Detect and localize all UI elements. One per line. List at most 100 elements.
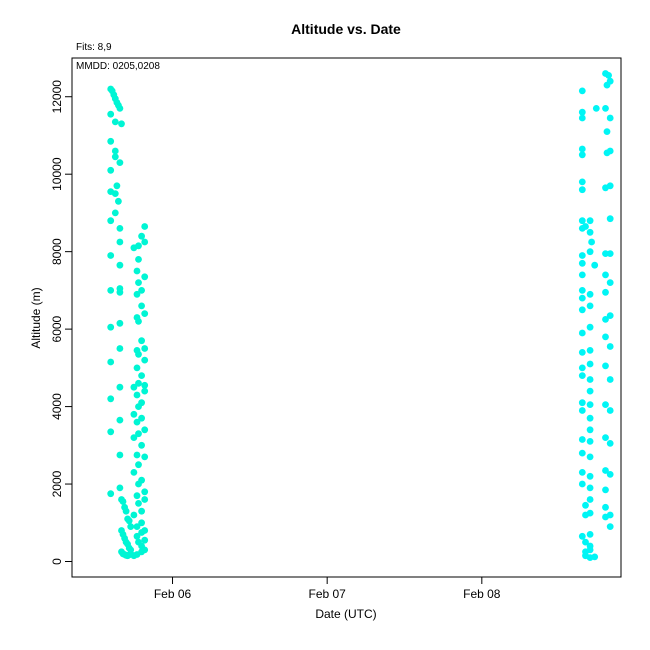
data-point [602, 503, 609, 511]
mmdd-annotation: MMDD: 0205,0208 [76, 61, 160, 72]
data-point [135, 279, 142, 286]
data-point [107, 323, 115, 331]
data-point [141, 527, 149, 534]
data-point [578, 449, 586, 457]
data-point [116, 159, 124, 167]
data-point [141, 387, 149, 395]
data-point [578, 306, 586, 314]
data-point [116, 261, 124, 269]
data-point [141, 453, 149, 461]
data-point [578, 217, 586, 225]
data-point [116, 345, 124, 352]
data-point [586, 453, 594, 461]
data-point [602, 434, 609, 441]
data-point [135, 538, 142, 546]
data-point [582, 501, 589, 509]
x-tick-label: Feb 07 [308, 587, 346, 601]
data-point [578, 349, 586, 356]
data-point [141, 496, 149, 503]
data-point [135, 379, 142, 387]
data-point [133, 314, 141, 321]
data-point [111, 147, 119, 155]
data-point [578, 407, 586, 414]
data-point [141, 426, 149, 434]
data-point [116, 238, 124, 246]
data-point [135, 242, 142, 250]
data-point [586, 360, 594, 368]
data-point [141, 238, 149, 246]
data-point [107, 217, 115, 225]
data-point [606, 471, 614, 478]
data-point [133, 532, 141, 540]
x-axis-title: Date (UTC) [315, 607, 376, 621]
data-point [118, 120, 125, 128]
data-point [130, 410, 138, 418]
data-point [116, 225, 124, 232]
data-point [130, 383, 138, 391]
data-point [582, 223, 589, 230]
x-axis: Feb 06 Feb 07 Feb 08 [154, 576, 501, 601]
data-point [138, 507, 146, 515]
data-point [130, 469, 138, 476]
data-point [133, 364, 141, 372]
data-point [122, 507, 130, 515]
series-2 [578, 70, 614, 561]
data-point [586, 531, 594, 538]
data-point [138, 414, 146, 422]
data-point [588, 238, 595, 246]
data-point [578, 186, 586, 194]
data-point [133, 492, 141, 500]
data-point [107, 252, 115, 259]
data-point [107, 110, 115, 118]
data-point [141, 488, 149, 496]
data-point [606, 182, 614, 190]
data-point [586, 496, 594, 503]
data-point [602, 401, 609, 408]
series-1 [107, 85, 149, 560]
data-point [141, 381, 149, 389]
data-point [138, 476, 146, 484]
data-point [127, 523, 135, 530]
data-point [578, 399, 586, 407]
data-point [113, 182, 121, 190]
data-point [135, 461, 142, 469]
data-point [578, 114, 586, 122]
fits-annotation: Fits: 8,9 [76, 42, 112, 53]
data-point [586, 387, 594, 395]
data-point [606, 279, 614, 286]
data-point [606, 407, 614, 414]
data-point [138, 232, 146, 240]
data-point [582, 538, 589, 546]
data-point [116, 288, 124, 296]
data-point [135, 500, 142, 507]
data-point [107, 358, 115, 366]
y-tick-label: 10000 [50, 157, 64, 191]
data-point [606, 114, 614, 122]
y-tick-label: 0 [50, 558, 64, 565]
data-point [602, 105, 609, 112]
data-point [602, 271, 609, 279]
data-point [606, 343, 614, 350]
data-point [586, 302, 594, 310]
data-point [586, 546, 594, 554]
data-point [591, 553, 599, 561]
data-point [586, 484, 594, 492]
y-tick-label: 6000 [50, 315, 64, 342]
data-point [602, 486, 609, 494]
data-point [578, 87, 586, 95]
data-point [578, 259, 586, 267]
data-point [586, 248, 594, 256]
data-point [133, 523, 141, 530]
data-point [141, 223, 149, 230]
data-point [606, 312, 614, 319]
data-point [578, 287, 586, 294]
data-point [138, 372, 146, 379]
data-point [591, 261, 599, 269]
x-tick-label: Feb 08 [463, 587, 501, 601]
data-point [141, 536, 149, 544]
data-point [107, 490, 115, 498]
data-point [116, 383, 124, 391]
data-point [578, 178, 586, 186]
data-point [138, 302, 146, 310]
